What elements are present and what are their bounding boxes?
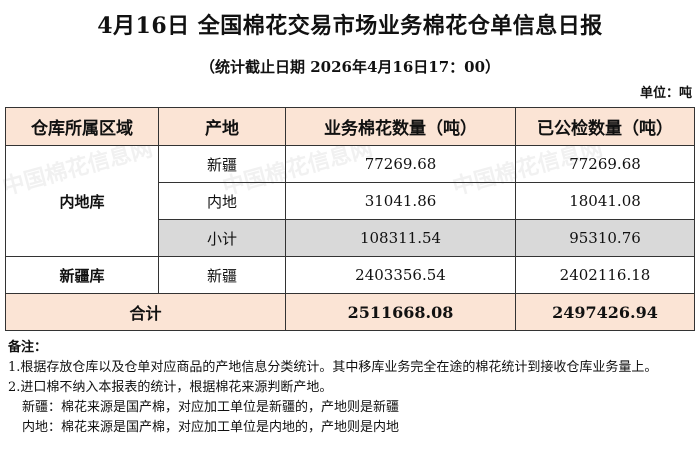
note-line: 1.根据存放仓库以及仓单对应商品的产地信息分类统计。其中移库业务完全在途的棉花统… <box>8 360 658 375</box>
region-cell: 内地库 <box>5 145 159 257</box>
header-business: 业务棉花数量（吨） <box>285 107 516 146</box>
table-row: 内地 31041.86 18041.08 <box>6 182 695 220</box>
warehouse-receipt-table: 仓库所属区域 产地 业务棉花数量（吨） 已公检数量（吨） 内地库 新疆 7726… <box>5 107 695 331</box>
header-inspected: 已公检数量（吨） <box>515 107 695 146</box>
notes: 备注： 1.根据存放仓库以及仓单对应商品的产地信息分类统计。其中移库业务完全在途… <box>8 338 698 438</box>
unit-label: 单位：吨 <box>639 86 692 101</box>
note-line: 内地：棉花来源是国产棉，对应加工单位是内地的，产地则是内地 <box>22 420 400 435</box>
table-row: 新疆库 新疆 2403356.54 2402116.18 <box>5 256 695 294</box>
inspected-cell: 77269.68 <box>515 145 695 183</box>
origin-cell: 新疆 <box>158 256 286 294</box>
notes-heading: 备注： <box>8 340 48 355</box>
origin-cell: 内地 <box>158 182 286 220</box>
inspected-cell: 95310.76 <box>515 219 695 257</box>
total-label: 合计 <box>5 293 286 331</box>
total-row: 合计 2511668.08 2497426.94 <box>5 293 695 331</box>
note-line: 新疆：棉花来源是国产棉，对应加工单位是新疆的，产地则是新疆 <box>22 400 400 415</box>
header-region: 仓库所属区域 <box>5 107 159 146</box>
total-business: 2511668.08 <box>285 293 516 331</box>
inspected-cell: 2402116.18 <box>515 256 695 294</box>
note-line: 2.进口棉不纳入本报表的统计，根据棉花来源判断产地。 <box>8 380 333 395</box>
region-cell: 新疆库 <box>5 256 159 294</box>
table-header-row: 仓库所属区域 产地 业务棉花数量（吨） 已公检数量（吨） <box>5 107 695 146</box>
total-inspected: 2497426.94 <box>515 293 695 331</box>
origin-cell: 小计 <box>158 219 286 257</box>
page-title: 4月16日 全国棉花交易市场业务棉花仓单信息日报 <box>97 13 603 39</box>
inspected-cell: 18041.08 <box>515 182 695 220</box>
business-cell: 2403356.54 <box>285 256 516 294</box>
origin-cell: 新疆 <box>158 145 286 183</box>
header-origin: 产地 <box>158 107 286 146</box>
business-cell: 108311.54 <box>285 219 516 257</box>
page-subtitle: （统计截止日期 2026年4月16日17：00） <box>199 58 501 76</box>
table-row: 内地库 新疆 77269.68 77269.68 <box>5 145 695 257</box>
business-cell: 31041.86 <box>285 182 516 220</box>
business-cell: 77269.68 <box>285 145 516 183</box>
